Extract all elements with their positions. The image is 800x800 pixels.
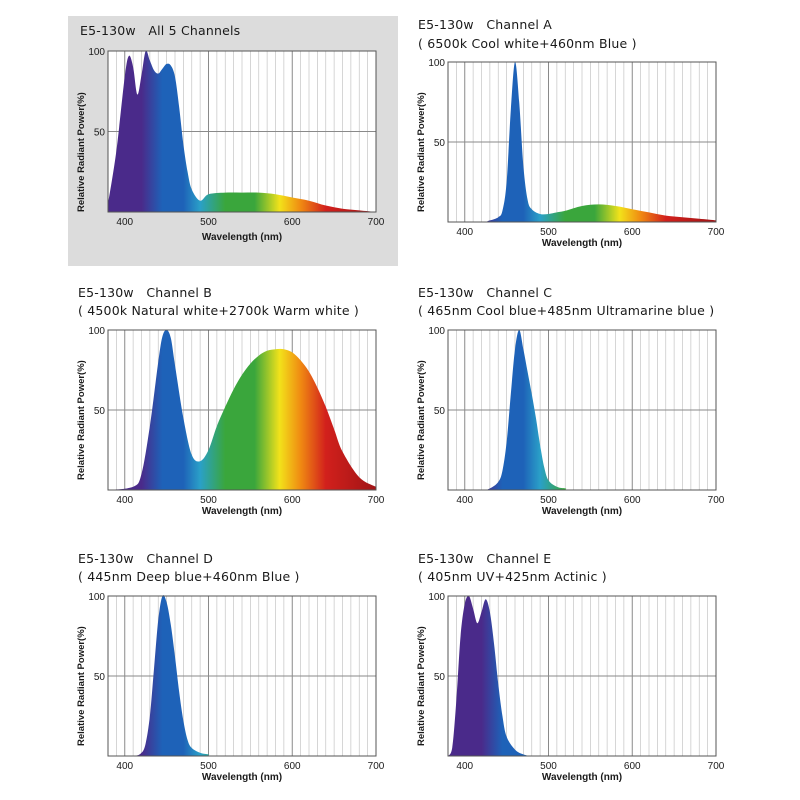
x-tick-label: 400 (456, 495, 473, 506)
chart-panel-channel-b: E5-130w Channel B ( 4500k Natural white+… (68, 284, 398, 534)
x-tick-label: 700 (368, 217, 385, 228)
y-tick-label: 100 (88, 592, 105, 603)
chart-panel-channel-e: E5-130w Channel E ( 405nm UV+425nm Actin… (408, 550, 738, 800)
y-tick-label: 50 (94, 406, 106, 417)
x-tick-label: 600 (284, 761, 301, 772)
spectrum-area (108, 329, 376, 490)
chart-panel-channel-d: E5-130w Channel D ( 445nm Deep blue+460n… (68, 550, 398, 800)
x-tick-label: 400 (116, 495, 133, 506)
chart-subtitle: ( 6500k Cool white+460nm Blue ) (418, 36, 637, 51)
x-tick-label: 700 (708, 495, 725, 506)
x-tick-label: 500 (200, 217, 217, 228)
x-tick-label: 500 (540, 227, 557, 238)
plot-frame (107, 329, 377, 491)
y-tick-label: 50 (434, 406, 446, 417)
spectrum-chart: 400 500 600 700 50 100 (428, 58, 725, 238)
x-tick-label: 400 (456, 761, 473, 772)
spectrum-area (448, 61, 716, 223)
chart-panel-channel-a: E5-130w Channel A ( 6500k Cool white+460… (408, 16, 738, 266)
x-axis-label: Wavelength (nm) (201, 772, 283, 783)
y-tick-label: 50 (434, 138, 446, 149)
chart-subtitle: ( 445nm Deep blue+460nm Blue ) (78, 569, 300, 584)
spectrum-area (448, 330, 716, 490)
x-tick-label: 500 (540, 761, 557, 772)
y-tick-label: 100 (428, 58, 445, 69)
x-tick-label: 700 (368, 495, 385, 506)
spectrum-chart: 400 500 600 700 50 100 (88, 47, 385, 228)
x-tick-label: 400 (456, 227, 473, 238)
chart-subtitle: ( 4500k Natural white+2700k Warm white ) (78, 303, 360, 318)
x-axis-label: Wavelength (nm) (201, 506, 283, 517)
chart-title: E5-130w Channel E (418, 551, 552, 566)
x-tick-label: 500 (200, 761, 217, 772)
spectrum-chart: 400 500 600 700 50 100 (88, 592, 385, 772)
x-axis-label: Wavelength (nm) (541, 506, 623, 517)
x-tick-label: 400 (116, 761, 133, 772)
x-tick-label: 700 (708, 227, 725, 238)
y-tick-label: 50 (434, 672, 446, 683)
chart-panel-channel-c: E5-130w Channel C ( 465nm Cool blue+485n… (408, 284, 738, 534)
chart-subtitle: ( 465nm Cool blue+485nm Ultramarine blue… (418, 303, 715, 318)
x-axis-label: Wavelength (nm) (541, 238, 623, 249)
plot-frame (107, 50, 377, 213)
x-tick-label: 600 (284, 217, 301, 228)
x-tick-label: 700 (708, 761, 725, 772)
y-tick-label: 100 (428, 592, 445, 603)
spectrum-area (108, 50, 376, 213)
spectrum-chart: 400 500 600 700 50 100 (428, 592, 725, 772)
plot-frame (447, 595, 717, 757)
x-tick-label: 600 (624, 227, 641, 238)
x-tick-label: 500 (540, 495, 557, 506)
x-tick-label: 500 (200, 495, 217, 506)
x-axis-label: Wavelength (nm) (201, 232, 283, 243)
spectrum-area (108, 595, 376, 756)
chart-title: E5-130w Channel C (418, 285, 553, 300)
chart-title: E5-130w All 5 Channels (80, 23, 241, 38)
x-tick-label: 700 (368, 761, 385, 772)
y-tick-label: 100 (88, 326, 105, 337)
chart-title: E5-130w Channel D (78, 551, 214, 566)
chart-title: E5-130w Channel A (418, 17, 553, 32)
spectrum-chart: 400 500 600 700 50 100 (428, 326, 725, 506)
plot-frame (447, 61, 717, 223)
chart-title: E5-130w Channel B (78, 285, 213, 300)
grid (448, 62, 716, 222)
x-axis-label: Wavelength (nm) (541, 772, 623, 783)
x-tick-label: 600 (624, 761, 641, 772)
plot-frame (447, 329, 717, 491)
y-tick-label: 50 (94, 128, 106, 139)
chart-subtitle: ( 405nm UV+425nm Actinic ) (418, 569, 607, 584)
x-tick-label: 600 (624, 495, 641, 506)
chart-panel-all: E5-130w All 5 Channels Relative Radiant … (68, 16, 398, 266)
y-tick-label: 100 (428, 326, 445, 337)
spectrum-chart: 400 500 600 700 50 100 (88, 326, 385, 506)
x-tick-label: 400 (116, 217, 133, 228)
spectrum-area (448, 595, 716, 756)
x-tick-label: 600 (284, 495, 301, 506)
plot-frame (107, 595, 377, 757)
y-tick-label: 100 (88, 47, 105, 58)
y-tick-label: 50 (94, 672, 106, 683)
